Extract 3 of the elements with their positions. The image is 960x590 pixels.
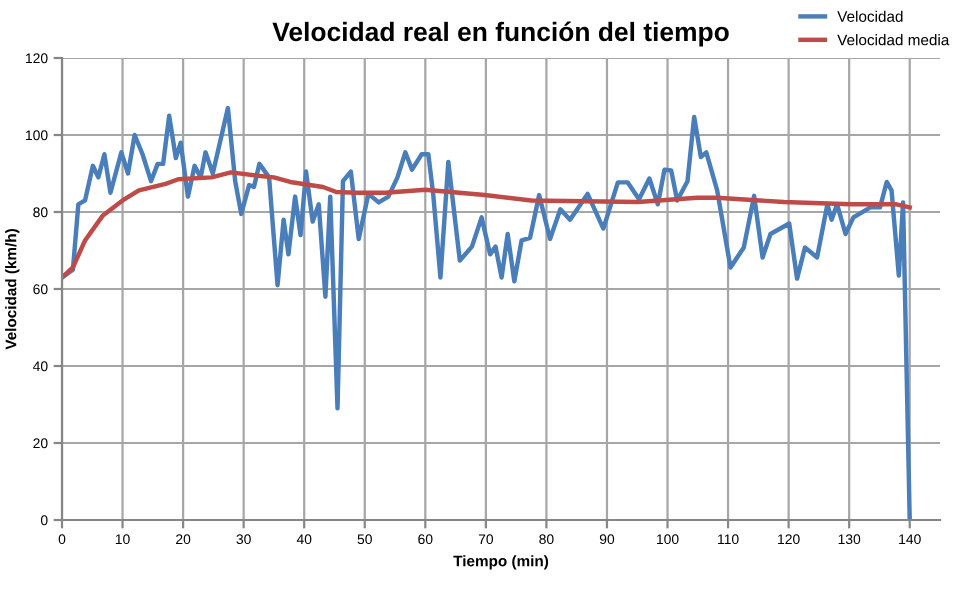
chart-title: Velocidad real en función del tiempo — [272, 21, 729, 47]
line-series — [62, 105, 912, 520]
line-series — [62, 170, 912, 280]
